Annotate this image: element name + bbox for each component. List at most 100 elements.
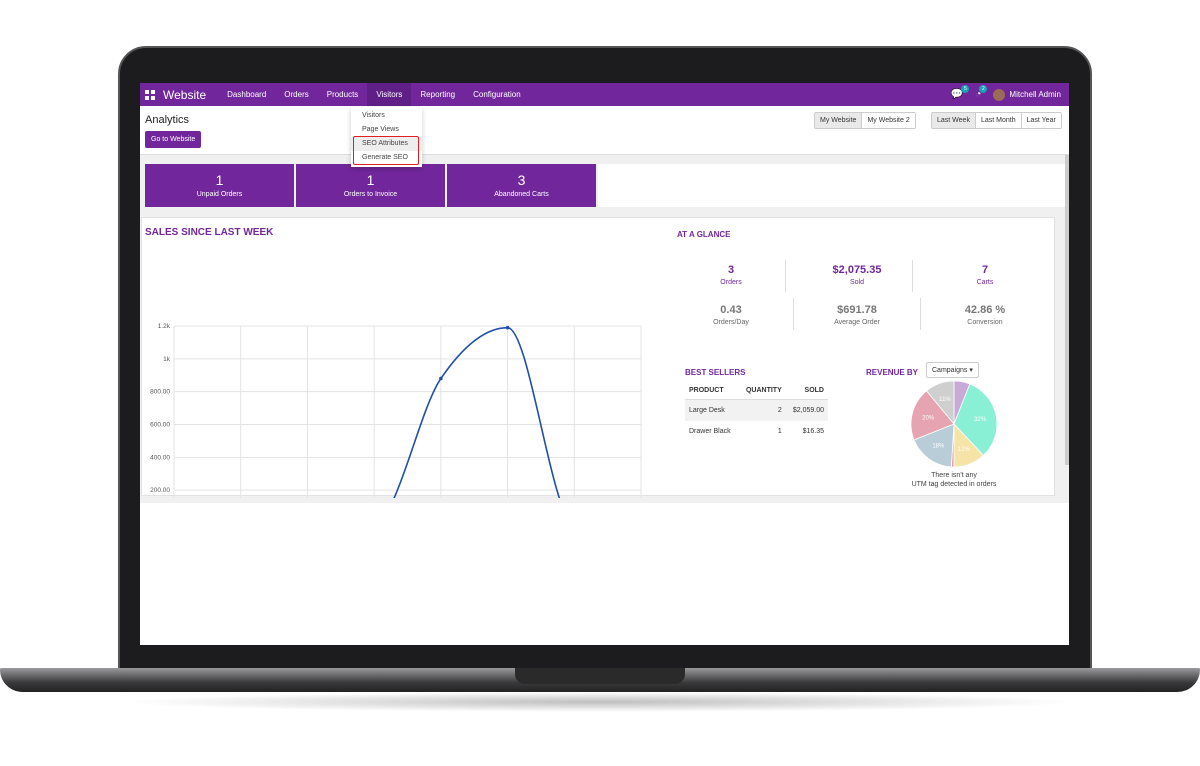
pie-slice-label: 20% bbox=[922, 415, 935, 421]
kpi-unpaid-orders[interactable]: 1 Unpaid Orders bbox=[145, 164, 294, 207]
dropdown-item-visitors[interactable]: Visitors bbox=[362, 112, 385, 119]
empty-line-1: There isn't any bbox=[931, 472, 977, 479]
period-last-week[interactable]: Last Week bbox=[932, 113, 975, 128]
col-product: PRODUCT bbox=[685, 382, 739, 400]
user-name: Mitchell Admin bbox=[1009, 89, 1061, 99]
stat-value: 7 bbox=[981, 264, 989, 276]
kpi-row: 1 Unpaid Orders 1 Orders to Invoice 3 Aband… bbox=[145, 164, 596, 207]
website-my-website-2[interactable]: My Website 2 bbox=[861, 113, 915, 128]
laptop-notch bbox=[515, 668, 685, 684]
sales-chart-title: SALES SINCE LAST WEEK bbox=[145, 227, 274, 238]
page-title: Analytics bbox=[145, 114, 190, 126]
divider bbox=[793, 298, 794, 330]
chat-icon: 💬 bbox=[950, 89, 964, 100]
stat-conversion: 42.86 % Conversion bbox=[930, 304, 1040, 326]
visitors-dropdown: Visitors Page Views SEO Attributes Gener… bbox=[351, 107, 422, 167]
messages-button[interactable]: 💬 5 bbox=[950, 85, 970, 100]
cell-product: Large Desk bbox=[685, 399, 739, 421]
kpi-value: 3 bbox=[517, 172, 526, 188]
y-tick-label: 1.2k bbox=[158, 323, 171, 330]
screen: Website Dashboard Orders Products Visito… bbox=[140, 83, 1069, 645]
pie-slice bbox=[953, 383, 998, 456]
cell-product: Drawer Black bbox=[689, 428, 731, 435]
go-to-website-button[interactable]: Go to Website bbox=[145, 131, 202, 148]
y-tick-label: 200.00 bbox=[150, 487, 170, 494]
kpi-label: Abandoned Carts bbox=[494, 191, 549, 198]
activities-button[interactable]: ◔ 2 bbox=[975, 85, 988, 100]
stat-sold: $2,075.35 Sold bbox=[802, 264, 912, 286]
pie-slice-label: 32% bbox=[974, 417, 987, 423]
divider bbox=[920, 298, 921, 330]
menu-orders[interactable]: Orders bbox=[284, 90, 309, 99]
stat-label: Average Order bbox=[834, 319, 880, 326]
stat-value: 42.86 % bbox=[964, 304, 1006, 316]
cell-quantity: 2 bbox=[738, 399, 786, 421]
period-last-month[interactable]: Last Month bbox=[974, 113, 1021, 128]
best-sellers-title: BEST SELLERS bbox=[685, 368, 746, 377]
menu-products[interactable]: Products bbox=[326, 90, 359, 99]
table-row[interactable]: Drawer Black 1 $16.35 bbox=[685, 421, 828, 442]
apps-menu-icon[interactable] bbox=[145, 89, 155, 100]
sales-line-chart: 0.00200.00400.00600.00800.001k1.2k04/15/… bbox=[150, 323, 642, 498]
stat-label: Orders/Day bbox=[713, 319, 749, 326]
kpi-label: Orders to Invoice bbox=[343, 191, 398, 198]
stat-value: 3 bbox=[727, 264, 735, 276]
table-header: PRODUCT QUANTITY SOLD bbox=[685, 382, 828, 400]
stat-label: Carts bbox=[976, 279, 994, 286]
website-switcher: My Website My Website 2 bbox=[814, 112, 916, 129]
stat-label: Sold bbox=[849, 279, 864, 286]
app-brand[interactable]: Website bbox=[163, 87, 207, 102]
stat-label: Orders bbox=[720, 279, 742, 286]
pie-slice-label: 18% bbox=[932, 444, 945, 450]
caret-down-icon: ▾ bbox=[969, 367, 973, 374]
clock-icon: ◔ bbox=[975, 89, 982, 100]
stat-orders: 3 Orders bbox=[676, 264, 786, 286]
highlight-box bbox=[353, 136, 419, 165]
glance-title: AT A GLANCE bbox=[677, 230, 731, 239]
stat-value: $691.78 bbox=[837, 304, 877, 316]
kpi-filler bbox=[598, 164, 1066, 207]
table-row[interactable]: Large Desk 2 $2,059.00 bbox=[685, 399, 828, 421]
website-my-website[interactable]: My Website bbox=[815, 113, 862, 128]
y-tick-label: 600.00 bbox=[150, 422, 170, 429]
cell-sold: $16.35 bbox=[802, 428, 824, 435]
scrollbar[interactable] bbox=[1065, 155, 1069, 465]
kpi-orders-to-invoice[interactable]: 1 Orders to Invoice bbox=[296, 164, 445, 207]
pie-slice-label: 11% bbox=[939, 397, 951, 403]
col-quantity: QUANTITY bbox=[738, 382, 786, 400]
stat-average-order: $691.78 Average Order bbox=[802, 304, 912, 326]
menu-reporting[interactable]: Reporting bbox=[420, 90, 456, 99]
stat-value: 0.43 bbox=[720, 304, 742, 316]
data-point bbox=[439, 376, 443, 381]
empty-line-2: UTM tag detected in orders bbox=[911, 481, 997, 488]
stat-orders-per-day: 0.43 Orders/Day bbox=[676, 304, 786, 326]
divider bbox=[785, 260, 786, 292]
dropdown-item-seo-attributes[interactable]: SEO Attributes bbox=[351, 137, 422, 151]
revenue-pie-chart: 32% 12% 18% 20% 11% bbox=[910, 380, 998, 468]
pie-slice bbox=[910, 390, 955, 441]
kpi-abandoned-carts[interactable]: 3 Abandoned Carts bbox=[447, 164, 596, 207]
dashboard-panel: SALES SINCE LAST WEEK 0.00200.00400.0060… bbox=[141, 217, 1055, 498]
best-sellers-table: PRODUCT QUANTITY SOLD Large Desk 2 $2,059.00… bbox=[685, 382, 828, 442]
period-last-year[interactable]: Last Year bbox=[1020, 113, 1061, 128]
kpi-value: 1 bbox=[366, 172, 375, 188]
y-tick-label: 400.00 bbox=[150, 454, 170, 461]
stat-carts: 7 Carts bbox=[930, 264, 1040, 286]
control-panel: Analytics Go to Website My Website My We… bbox=[140, 106, 1069, 155]
menu-visitors[interactable]: Visitors bbox=[367, 83, 412, 106]
revenue-by-select[interactable]: Campaigns ▾ bbox=[926, 362, 979, 378]
y-tick-label: 800.00 bbox=[150, 389, 170, 396]
menu-dashboard[interactable]: Dashboard bbox=[227, 90, 267, 99]
cell-sold: $2,059.00 bbox=[785, 399, 828, 421]
user-menu[interactable]: Mitchell Admin bbox=[993, 88, 1061, 101]
pie-slice bbox=[913, 423, 955, 468]
avatar bbox=[993, 88, 1006, 101]
activities-count: 2 bbox=[979, 85, 988, 93]
laptop-shadow bbox=[120, 692, 1080, 712]
dropdown-item-generate-seo[interactable]: Generate SEO bbox=[362, 154, 408, 161]
dropdown-item-page-views[interactable]: Page Views bbox=[362, 126, 399, 133]
menu-configuration[interactable]: Configuration bbox=[473, 90, 521, 99]
revenue-empty-message: There isn't any UTM tag detected in order… bbox=[894, 471, 1014, 489]
stat-label: Conversion bbox=[967, 319, 1003, 326]
stat-value: $2,075.35 bbox=[832, 264, 882, 276]
